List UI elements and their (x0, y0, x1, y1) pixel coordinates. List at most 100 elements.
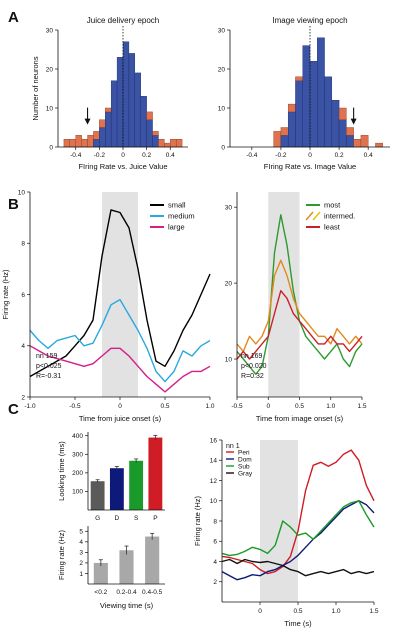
b-left-x-label: Time from juice onset (s) (79, 414, 162, 423)
b-left-line-large (29, 345, 211, 393)
a-left-bar-orange (99, 119, 106, 128)
b-left-x-tick-label: 1.0 (205, 403, 214, 410)
b-right-x-tick-label: 0.5 (295, 403, 304, 410)
b-right-annotation: R=0.32 (241, 373, 264, 380)
c-bottom-bar (119, 550, 134, 584)
c-top-bar (148, 437, 163, 510)
a-right-bar-blue (287, 111, 296, 148)
b-right-x-tick-label: 0 (266, 403, 270, 410)
a-left-bar-orange (63, 138, 71, 148)
a-left-x-tick-label: 0.2 (142, 152, 151, 159)
c-right-y-tick-label: 8 (213, 518, 217, 525)
b-right-x-tick-label: 1.5 (357, 403, 366, 410)
panel-label-b: B (8, 196, 19, 213)
c-right-line-gray (221, 558, 375, 577)
a-right-title: Image viewing epoch (272, 16, 347, 25)
c-bottom-category-label: <0.2 (94, 589, 107, 596)
c-right-annotation: nn 1 (226, 443, 240, 450)
a-right-y-tick-label: 20 (218, 66, 226, 73)
a-right-bar-orange (287, 103, 296, 113)
c-bottom-x-label: Viewing time (s) (100, 601, 154, 610)
c-top-y-tick-label: 100 (72, 489, 83, 496)
a-right-x-tick-label: -0.4 (246, 152, 258, 159)
c-right-x-label: Time (s) (284, 619, 312, 628)
panel-label-a: A (8, 9, 19, 26)
c-right-x-tick-label: 0.5 (293, 608, 302, 615)
a-left-bar-orange (105, 107, 112, 113)
c-right-y-tick-label: 16 (210, 437, 218, 444)
c-bottom-category-label: 0.4-0.5 (142, 589, 163, 596)
b-left-y-tick-label: 10 (18, 189, 26, 196)
a-left-bar-blue (105, 111, 112, 148)
b-left-line-medium (29, 298, 211, 383)
a-left-arrow-head (84, 118, 91, 125)
c-right-legend-label-sub: Sub (238, 464, 250, 471)
c-right-y-tick-label: 2 (213, 579, 217, 586)
a-right-bar-blue (338, 119, 347, 148)
c-top-category-label: G (95, 515, 100, 522)
c-bottom-y-tick-label: 3 (79, 550, 83, 557)
a-left-bar-orange (81, 138, 88, 148)
b-right-legend-label-intermed: intermed. (324, 212, 355, 221)
a-left-bar-orange (158, 138, 165, 148)
c-right-x-tick-label: 1.5 (369, 608, 378, 615)
a-left-bar-orange (75, 135, 82, 148)
b-right-x-tick-label: -0.5 (231, 403, 243, 410)
a-left-x-label: FIring Rate vs. Juice Value (78, 162, 167, 171)
c-top-y-tick-label: 200 (72, 470, 83, 477)
c-top-category-label: D (115, 515, 120, 522)
c-bottom-bar (145, 536, 160, 584)
c-top-y-tick-label: 300 (72, 452, 83, 459)
c-right-legend-label-gray: Gray (238, 471, 253, 478)
a-left-bar-orange (175, 138, 183, 148)
a-left-bar-blue (110, 80, 118, 148)
a-left-bar-blue (99, 127, 106, 148)
a-right-bar-orange (295, 76, 303, 81)
b-left-legend-label-small: small (168, 201, 186, 210)
b-left-x-tick-label: -1.0 (24, 403, 36, 410)
a-right-bar-orange (375, 142, 383, 148)
c-top-category-label: S (134, 515, 139, 522)
a-left-bar-blue (122, 41, 130, 148)
a-left-y-tick-label: 30 (46, 27, 54, 34)
a-right-y-tick-label: 0 (221, 144, 225, 151)
b-left-annotation: p<0.025 (36, 363, 62, 370)
a-right-x-tick-label: 0 (308, 152, 312, 159)
b-right-annotation: p<0.020 (241, 363, 267, 370)
a-left-bar-orange (93, 131, 100, 140)
a-right-bar-orange (360, 135, 369, 148)
b-left-x-tick-label: -0.5 (69, 403, 81, 410)
c-bottom-y-tick-label: 1 (79, 571, 83, 578)
c-bottom-y-tick-label: 4 (79, 539, 83, 546)
a-left-bar-orange (152, 131, 159, 136)
b-right-legend-swatch-intermed (305, 211, 314, 221)
c-top-bar (90, 481, 105, 510)
panel-label-c: C (8, 401, 19, 418)
a-left-bar-orange (87, 135, 94, 148)
b-left-x-tick-label: 0 (118, 403, 122, 410)
a-left-x-tick-label: -0.2 (94, 152, 106, 159)
b-left-legend-label-large: large (168, 223, 185, 232)
b-left-x-tick-label: 0.5 (160, 403, 169, 410)
a-left-y-label: Number of neurons (31, 56, 40, 120)
c-top-y-tick-label: 400 (72, 433, 83, 440)
c-right-y-tick-label: 10 (210, 498, 218, 505)
a-right-x-label: FIring Rate vs. Image Value (264, 162, 356, 171)
a-right-bar-blue (324, 76, 333, 148)
b-right-legend-label-least: least (324, 223, 341, 232)
c-right-legend-label-peri: Peri (238, 450, 250, 457)
a-left-y-tick-label: 20 (46, 66, 54, 73)
c-right-y-tick-label: 6 (213, 539, 217, 546)
c-bottom-bar (93, 562, 108, 584)
a-right-bar-blue (317, 37, 325, 148)
c-right-line-peri (221, 449, 375, 575)
c-right-x-tick-label: 0 (258, 608, 262, 615)
a-left-bar-blue (116, 57, 124, 148)
b-left-shade (102, 192, 138, 397)
c-top-bar (109, 468, 124, 510)
b-right-y-tick-label: 20 (225, 280, 233, 287)
c-right-line-sub (221, 500, 375, 557)
a-left-title: Juice delivery epoch (87, 16, 159, 25)
a-left-bar-orange (164, 142, 171, 148)
a-left-bar-blue (140, 96, 147, 148)
